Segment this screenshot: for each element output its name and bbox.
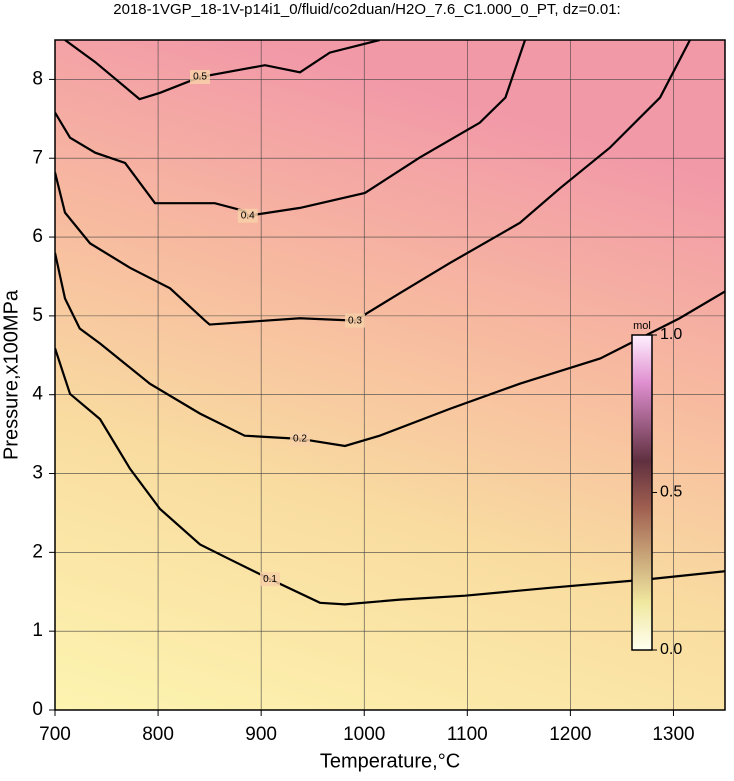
colorbar-tick-label: 0.5 [660,484,682,501]
contour-label: 0.3 [348,315,362,326]
y-tick-label: 7 [32,147,43,168]
contour-label: 0.1 [263,574,277,585]
colorbar [631,334,653,651]
contour-label-bg [190,70,211,85]
y-tick-label: 3 [32,463,43,484]
x-tick-label: 1300 [652,724,694,745]
x-axis-label: Temperature,°C [320,750,460,772]
x-tick-label: 1000 [343,724,385,745]
x-tick-label: 1100 [447,724,488,745]
contour-label-bg [344,313,365,328]
x-tick-label: 900 [245,724,277,745]
contour-line [55,40,691,326]
y-tick-label: 1 [32,620,43,641]
x-tick-label: 700 [39,724,71,745]
contour-label: 0.4 [241,210,255,221]
chart-title: 2018-1VGP_18-1V-p14i1_0/fluid/co2duan/H2… [113,1,620,18]
y-tick-label: 6 [32,226,43,247]
y-tick-label: 0 [32,699,43,720]
y-tick-label: 4 [32,384,43,405]
colorbar-tick-label: 0.0 [660,641,682,658]
colorbar-unit: mol [633,320,651,332]
contour-label-bg [290,431,311,446]
contour-label-bg [237,208,258,223]
contour-label: 0.5 [193,72,207,83]
x-tick-label: 1200 [549,724,591,745]
y-tick-label: 2 [32,541,43,562]
y-axis-label: Pressure,x100MPa [0,289,22,460]
contour-label: 0.2 [293,433,307,444]
plot-frame [54,39,726,711]
x-tick-label: 800 [142,724,174,745]
colorbar-tick-label: 1.0 [660,326,682,343]
plot-background [55,40,725,710]
y-tick-label: 5 [32,305,43,326]
contour-label-bg [260,572,281,587]
y-tick-label: 8 [32,68,43,89]
